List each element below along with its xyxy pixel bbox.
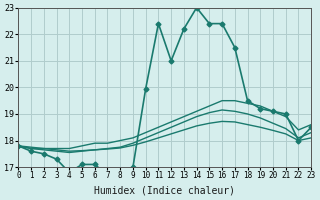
- X-axis label: Humidex (Indice chaleur): Humidex (Indice chaleur): [94, 186, 235, 196]
